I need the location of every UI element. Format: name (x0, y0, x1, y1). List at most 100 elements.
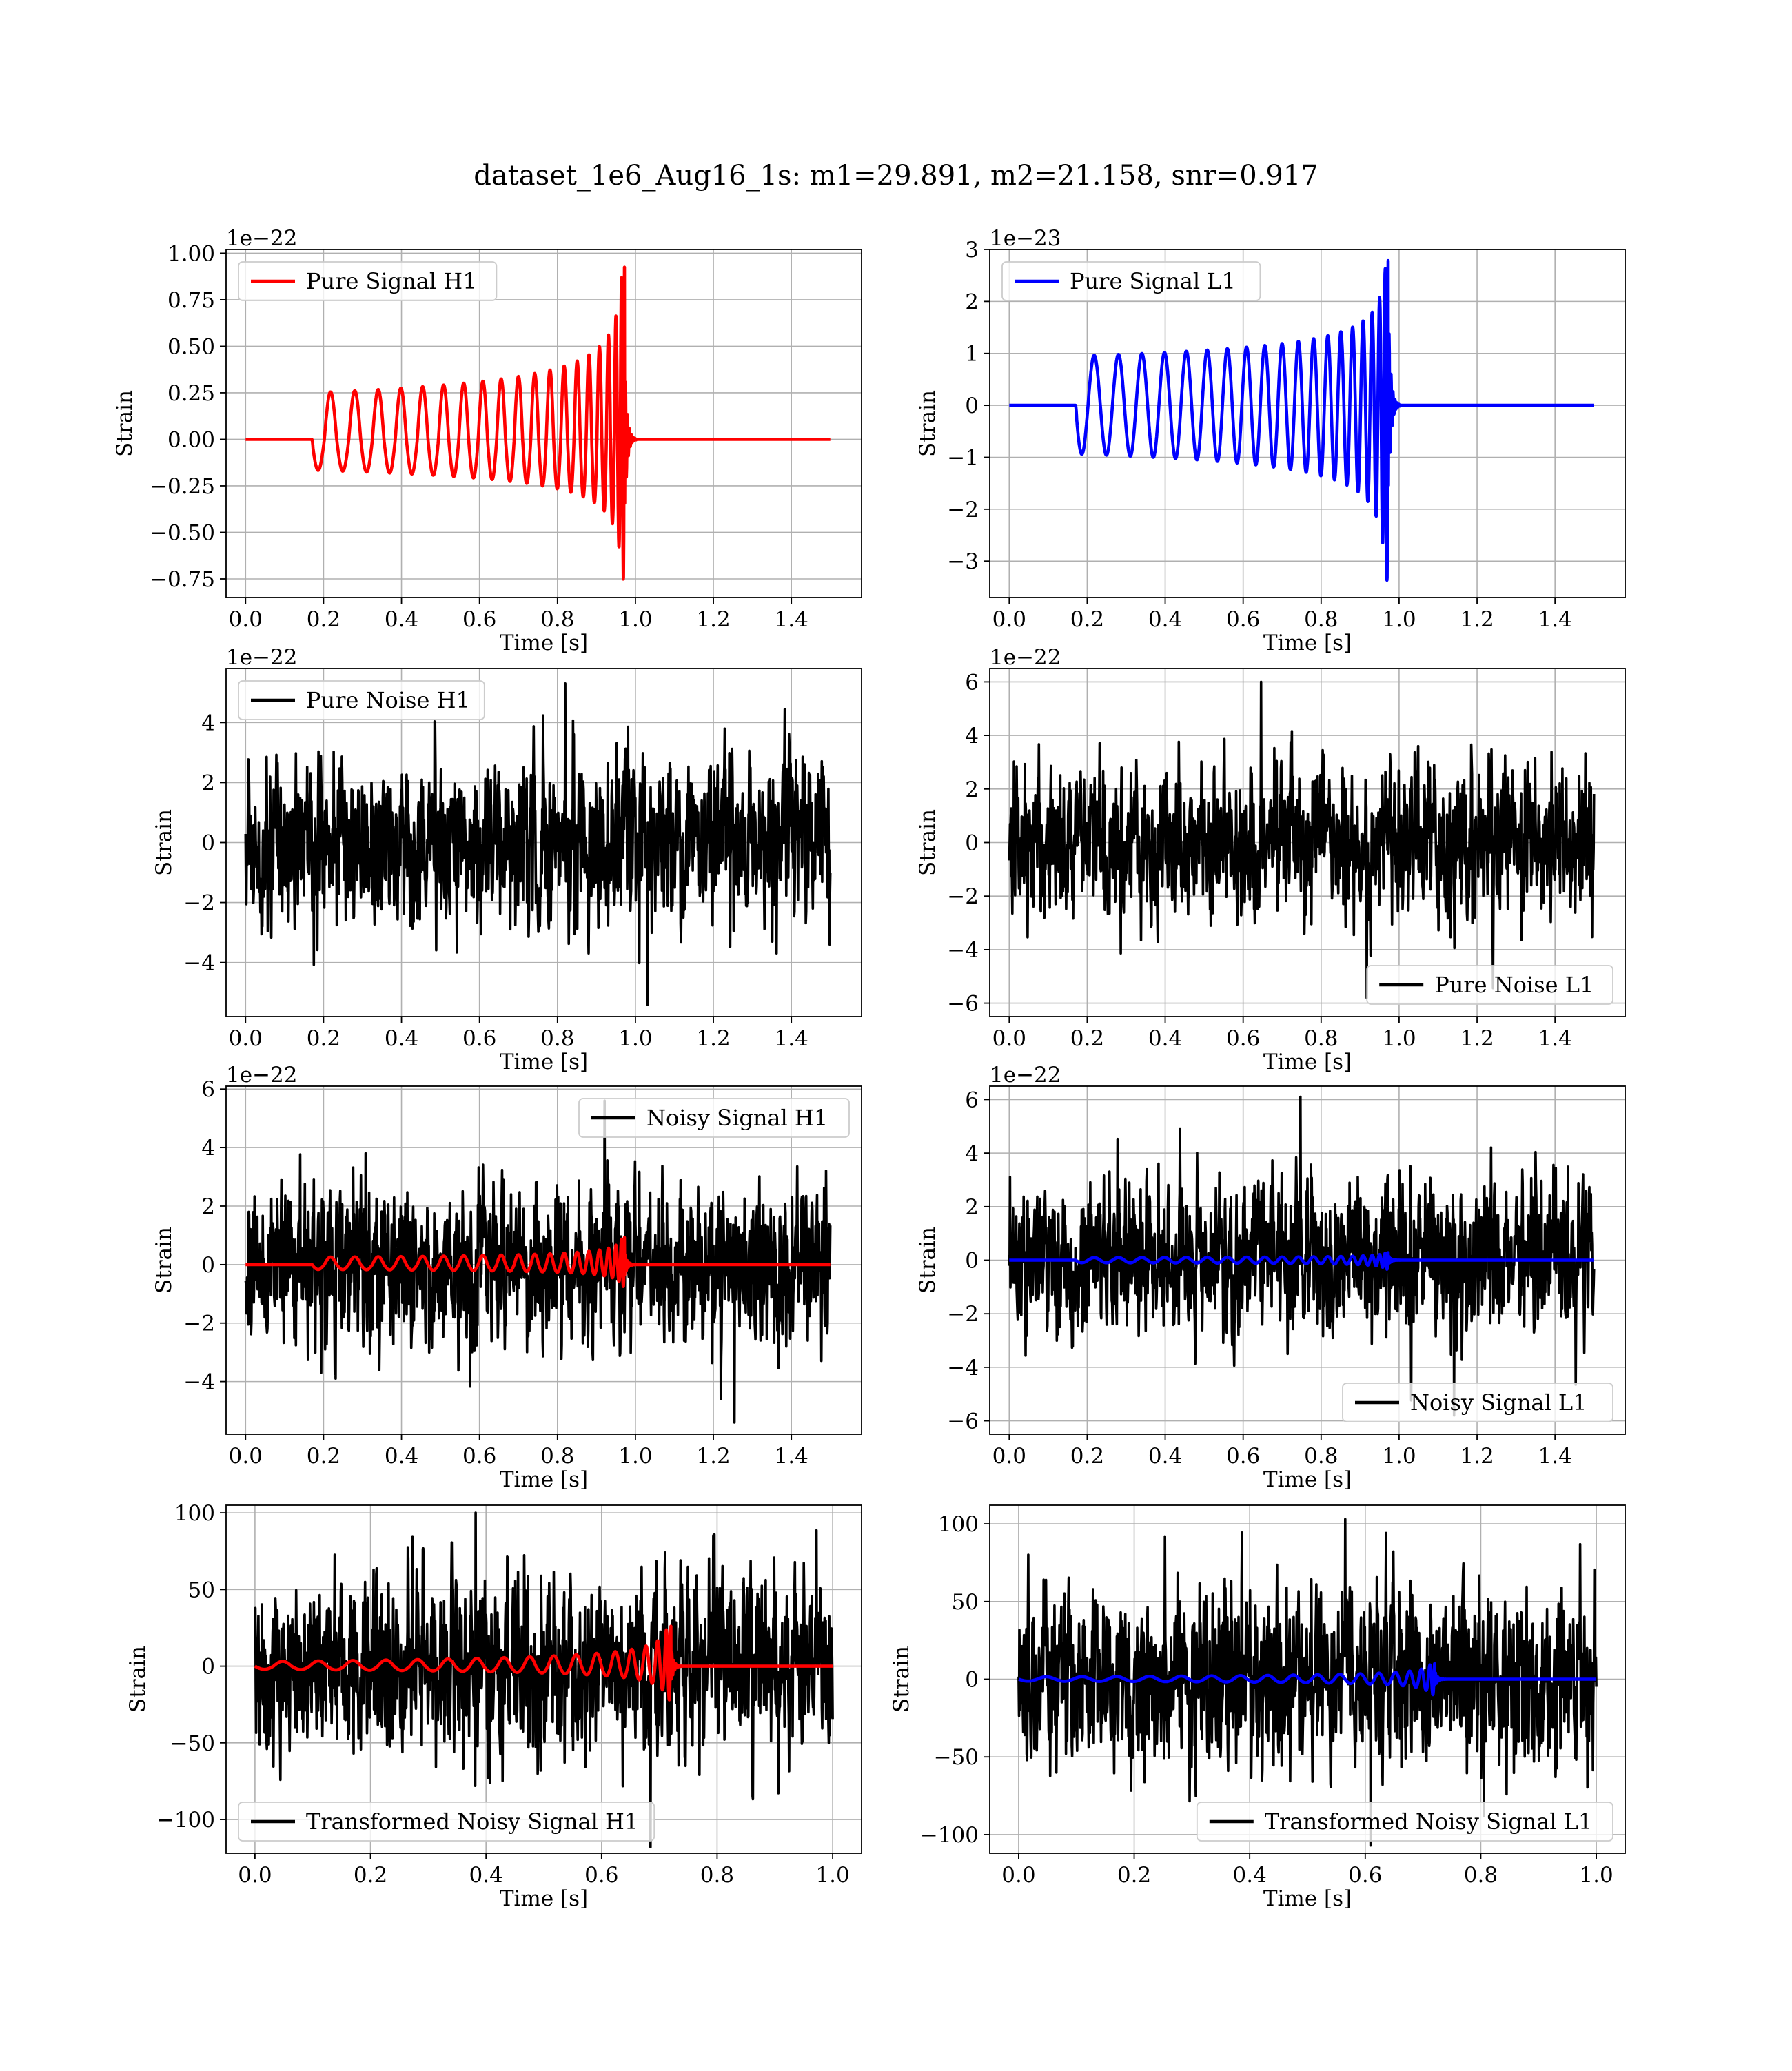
x-axis-label: Time [s] (500, 631, 588, 655)
legend-label: Noisy Signal H1 (646, 1105, 828, 1131)
x-tick-label: 0.8 (700, 1863, 734, 1888)
panel-pure-noise-h1: 0.0 0.2 0.4 0.6 0.8 1.0 1.2 1.4 4 2 0 −2 −4 Time [s] S… (152, 645, 862, 1074)
y-tick-label: 3 (965, 238, 979, 263)
series-signal-overlay-6 (1008, 1251, 1596, 1271)
x-tick-label: 1.2 (696, 1444, 730, 1469)
panel-pure-noise-l1: 0.0 0.2 0.4 0.6 0.8 1.0 1.2 1.4 6 4 2 0 −2 −4 −6 Time [… (915, 645, 1626, 1074)
y-tick-label: −1 (947, 445, 979, 470)
series-noisy-signal-h1 (244, 1099, 832, 1424)
y-tick-label: −6 (947, 1409, 979, 1434)
x-tick-label: 1.0 (618, 1026, 652, 1051)
x-tick-label: 1.0 (1579, 1863, 1613, 1888)
y-axis-label: Strain (889, 1646, 914, 1713)
x-tick-label: 0.8 (1304, 607, 1338, 632)
axes-frame (225, 1504, 862, 1854)
x-tick-label: 0.4 (1148, 607, 1182, 632)
y-tick-label: 0.25 (167, 381, 215, 406)
x-tick-label: 1.0 (618, 607, 652, 632)
x-tick-label: 0.6 (462, 607, 496, 632)
x-tick-label: 0.8 (1464, 1863, 1498, 1888)
x-tick-label: 0.8 (1304, 1026, 1338, 1051)
y-tick-label: 2 (201, 1194, 215, 1219)
x-axis-label: Time [s] (500, 1886, 588, 1911)
y-tick-label: 50 (952, 1590, 979, 1615)
x-tick-label: 0.2 (1117, 1863, 1151, 1888)
x-tick-label: 0.8 (540, 607, 574, 632)
y-tick-label: 0.75 (167, 288, 215, 313)
x-tick-label: 0.4 (385, 1026, 418, 1051)
y-tick-label: −50 (934, 1745, 979, 1770)
x-tick-label: 1.4 (775, 607, 808, 632)
x-tick-label: 0.0 (238, 1863, 272, 1888)
figure-suptitle: dataset_1e6_Aug16_1s: m1=29.891, m2=21.1… (474, 160, 1318, 192)
x-tick-label: 0.6 (1226, 607, 1260, 632)
x-tick-label: 0.2 (307, 1444, 340, 1469)
y-tick-label: 4 (965, 724, 979, 748)
series-transformed-noisy-signal-l1 (1017, 1518, 1598, 1847)
y-offset-text: 1e−22 (990, 1063, 1061, 1088)
x-tick-label: 1.2 (696, 1026, 730, 1051)
x-tick-label: 0.2 (1070, 1026, 1104, 1051)
y-axis-label: Strain (112, 390, 137, 457)
y-tick-label: 1 (965, 342, 979, 367)
series-transformed-noisy-signal-h1 (254, 1511, 834, 1848)
y-tick-label: 0 (965, 1249, 979, 1274)
x-tick-label: 0.2 (1070, 607, 1104, 632)
y-tick-label: 4 (201, 711, 215, 735)
y-tick-label: 100 (938, 1512, 979, 1537)
y-axis-label: Strain (915, 390, 940, 457)
series-signal-overlay-7 (254, 1624, 834, 1702)
plot-area (990, 249, 1625, 598)
x-tick-label: 0.2 (307, 1026, 340, 1051)
legend-label: Transformed Noisy Signal H1 (306, 1808, 638, 1835)
x-tick-label: 1.0 (1382, 1444, 1416, 1469)
y-tick-label: 4 (965, 1141, 979, 1166)
x-tick-label: 1.4 (1538, 1026, 1572, 1051)
y-tick-label: 2 (965, 777, 979, 802)
x-axis-label: Time [s] (500, 1050, 588, 1074)
axes-frame (225, 1085, 862, 1435)
y-tick-label: 0 (965, 394, 979, 418)
legend: Pure Noise H1 (238, 680, 485, 720)
x-tick-label: 0.4 (469, 1863, 503, 1888)
x-tick-label: 0.4 (1148, 1444, 1182, 1469)
x-tick-label: 0.6 (462, 1444, 496, 1469)
y-offset-text: 1e−22 (226, 1063, 298, 1088)
legend-label: Pure Noise H1 (306, 687, 470, 713)
x-tick-label: 1.0 (1382, 607, 1416, 632)
x-tick-label: 0.2 (354, 1863, 387, 1888)
x-axis-label: Time [s] (500, 1467, 588, 1492)
panel-pure-signal-h1: 0.0 0.2 0.4 0.6 0.8 1.0 1.2 1.4 1.00 0.75 0.50 0.25… (112, 226, 862, 655)
y-tick-label: 4 (201, 1136, 215, 1161)
y-tick-label: 0 (201, 1253, 215, 1278)
panel-transformed-noisy-signal-l1: 0.0 0.2 0.4 0.6 0.8 1.0 100 50 0 −50 −100 Time [s] S… (889, 1504, 1626, 1911)
legend: Pure Signal H1 (238, 261, 498, 301)
y-tick-label: −6 (947, 992, 979, 1017)
plot-area (226, 249, 862, 598)
y-tick-label: 0.50 (167, 334, 215, 359)
y-tick-label: −2 (183, 1312, 215, 1336)
x-tick-label: 1.2 (696, 607, 730, 632)
y-tick-label: 2 (201, 771, 215, 795)
y-tick-label: −4 (183, 1370, 215, 1395)
legend-box (1196, 1802, 1613, 1842)
legend-label: Noisy Signal L1 (1410, 1389, 1587, 1416)
x-tick-label: 1.2 (1460, 607, 1494, 632)
x-tick-label: 0.4 (1148, 1026, 1182, 1051)
x-tick-label: 1.0 (815, 1863, 849, 1888)
x-tick-label: 1.4 (1538, 1444, 1572, 1469)
y-tick-label: 0 (965, 1668, 979, 1693)
x-axis-label: Time [s] (1263, 631, 1352, 655)
y-tick-label: 6 (201, 1077, 215, 1102)
x-tick-label: 0.0 (1001, 1863, 1035, 1888)
x-axis-label: Time [s] (1263, 1467, 1352, 1492)
x-tick-label: 0.2 (1070, 1444, 1104, 1469)
y-tick-label: −4 (947, 1356, 979, 1380)
x-tick-label: 0.4 (1233, 1863, 1267, 1888)
legend-box (238, 1802, 655, 1842)
series-pure-noise-h1 (244, 682, 832, 1006)
legend-box (578, 1098, 850, 1138)
x-tick-label: 1.0 (618, 1444, 652, 1469)
